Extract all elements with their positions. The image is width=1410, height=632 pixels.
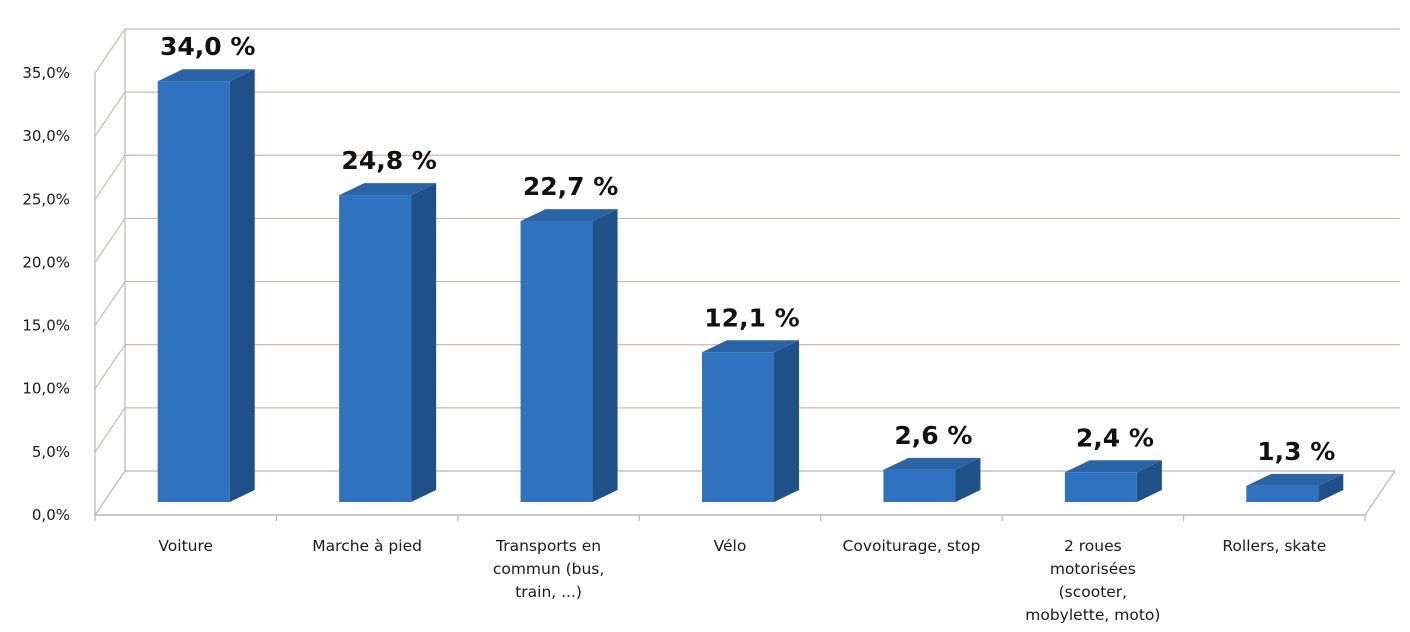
gridline-side [94, 154, 126, 200]
category-label: Voiture [158, 537, 213, 555]
category-label-line: (scooter, [1059, 583, 1128, 601]
floor-right-edge [1364, 470, 1396, 516]
bar-side [592, 209, 618, 502]
bar-front [339, 195, 412, 502]
bar-front [1064, 472, 1137, 502]
category-label-line: 2 roues [1064, 537, 1122, 555]
bar-front [520, 221, 593, 502]
data-label: 2,6 % [894, 421, 972, 450]
category-label: Vélo [714, 537, 747, 555]
bar-side [1318, 473, 1344, 502]
gridline-side [94, 407, 126, 453]
bar-side [411, 183, 437, 502]
category-label-line: mobylette, moto) [1025, 606, 1160, 624]
category-label-line: train, ...) [515, 583, 582, 601]
gridline-side [94, 28, 126, 74]
bar-top [1064, 460, 1162, 473]
data-label: 34,0 % [160, 32, 255, 61]
y-tick-label: 20,0% [22, 253, 70, 271]
gridline-side [94, 281, 126, 326]
category-label: Covoiturage, stop [843, 537, 981, 555]
category-label-line: motorisées [1050, 560, 1136, 578]
bar-top [520, 209, 618, 222]
bar-front [883, 469, 956, 502]
category-label: 2 roues motorisées (scooter, mobylette, mot… [1025, 537, 1160, 624]
gridline-side [94, 344, 126, 390]
y-tick-label: 0,0% [32, 506, 70, 524]
category-label-line: Marche à pied [312, 537, 422, 555]
gridline-side [94, 218, 126, 263]
bar-top [157, 69, 255, 82]
bar-front [702, 352, 774, 502]
gridline-side [94, 91, 126, 137]
category-label-line: Voiture [158, 537, 213, 555]
data-label: 1,3 % [1257, 437, 1335, 466]
bar-front [157, 81, 230, 502]
category-label: Transports en commun (bus, train, ...) [493, 537, 605, 601]
bar-side [229, 69, 255, 502]
bar-top [1246, 473, 1344, 486]
bar-side [774, 340, 799, 502]
y-tick-label: 25,0% [22, 190, 70, 208]
y-tick-label: 10,0% [22, 380, 70, 398]
bar-top [883, 457, 981, 470]
category-label: Rollers, skate [1222, 537, 1326, 555]
bar-front [1246, 485, 1319, 502]
y-axis-tick-labels: 0,0% 5,0% 10,0% 15,0% 20,0% 25,0% 30,0% 35,0% [22, 64, 70, 524]
y-tick-label: 35,0% [22, 64, 70, 82]
category-label-line: Covoiturage, stop [843, 537, 981, 555]
category-label-line: Rollers, skate [1222, 537, 1326, 555]
data-label: 12,1 % [704, 303, 799, 332]
bar-top [339, 183, 437, 196]
category-label-line: Transports en [495, 537, 601, 555]
data-labels: 34,0 % 24,8 % 22,7 % 12,1 % 2,6 % 2,4 % 1,3 % [160, 32, 1335, 466]
data-label: 22,7 % [523, 172, 618, 201]
gridline-side [94, 470, 126, 516]
bar-top [702, 340, 799, 353]
bars [157, 69, 1344, 502]
category-labels: Voiture Marche à pied Transports en commun … [158, 537, 1326, 624]
category-label-line: Vélo [714, 537, 747, 555]
y-tick-label: 15,0% [22, 317, 70, 335]
data-label: 2,4 % [1076, 423, 1154, 452]
category-label: Marche à pied [312, 537, 422, 555]
data-label: 24,8 % [341, 146, 436, 175]
category-label-line: commun (bus, [493, 560, 605, 578]
bar-side [955, 457, 981, 502]
y-tick-label: 30,0% [22, 127, 70, 145]
y-tick-label: 5,0% [32, 443, 70, 461]
bar-side [1136, 460, 1162, 502]
